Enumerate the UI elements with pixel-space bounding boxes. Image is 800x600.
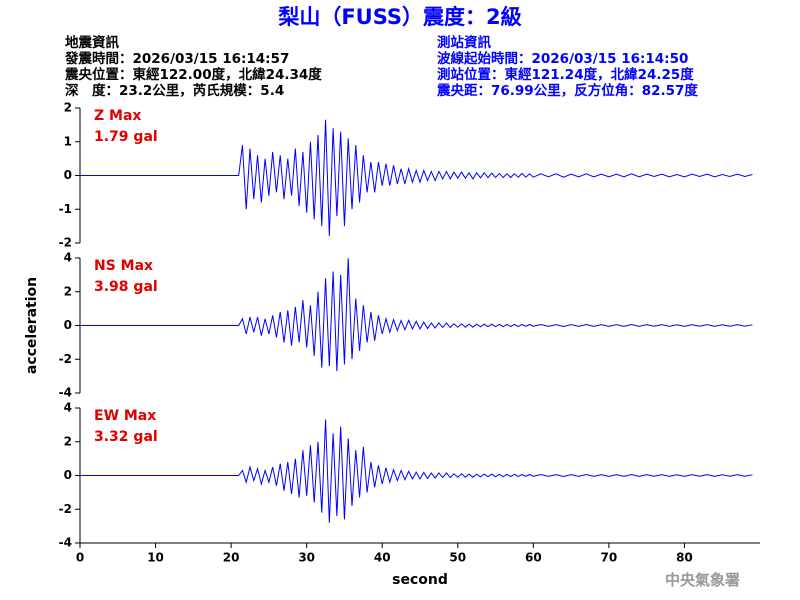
station-info: 波線起始時間：2026/03/15 16:14:50	[437, 50, 688, 67]
max-label: 3.32 gal	[94, 429, 158, 445]
y-tick-label: -4	[59, 536, 72, 550]
station-info: 震央距：76.99公里，反方位角：82.57度	[436, 82, 698, 99]
title: 梨山（FUSS）震度：2級	[278, 5, 521, 29]
x-tick-label: 50	[449, 551, 466, 565]
event-info: 深 度：23.2公里，芮氏規模：5.4	[65, 82, 284, 99]
y-tick-label: -2	[59, 236, 72, 250]
y-tick-label: -2	[59, 352, 72, 366]
x-tick-label: 20	[223, 551, 240, 565]
y-tick-label: 0	[64, 318, 72, 332]
x-tick-label: 30	[298, 551, 315, 565]
x-tick-label: 80	[676, 551, 693, 565]
station-info: 測站位置：東經121.24度，北緯24.25度	[437, 66, 694, 83]
x-axis-label: second	[392, 572, 448, 588]
max-label: 3.98 gal	[94, 279, 158, 295]
y-tick-label: 2	[64, 434, 72, 448]
x-tick-label: 60	[525, 551, 542, 565]
max-label: EW Max	[94, 408, 156, 424]
footer: 中央氣象署	[665, 571, 740, 589]
y-tick-label: 4	[64, 401, 72, 415]
y-tick-label: 2	[64, 284, 72, 298]
max-label: 1.79 gal	[94, 129, 158, 145]
y-tick-label: 2	[64, 101, 72, 115]
max-label: Z Max	[94, 108, 141, 124]
x-tick-label: 0	[76, 551, 84, 565]
x-tick-label: 10	[147, 551, 164, 565]
y-axis-label: acceleration	[24, 277, 40, 374]
x-tick-label: 70	[601, 551, 618, 565]
y-tick-label: -1	[59, 202, 72, 216]
y-tick-label: 1	[64, 134, 72, 148]
waveform	[80, 419, 753, 523]
event-info: 震央位置：東經122.00度，北緯24.34度	[64, 66, 322, 83]
waveform	[80, 119, 753, 236]
event-info: 地震資訊	[65, 34, 119, 51]
event-info: 發震時間：2026/03/15 16:14:57	[64, 50, 289, 67]
max-label: NS Max	[94, 258, 153, 274]
y-tick-label: -2	[59, 502, 72, 516]
y-tick-label: -4	[59, 386, 72, 400]
y-tick-label: 0	[64, 168, 72, 182]
x-tick-label: 40	[374, 551, 391, 565]
waveform	[80, 258, 753, 372]
y-tick-label: 0	[64, 468, 72, 482]
y-tick-label: 4	[64, 251, 72, 265]
station-info: 測站資訊	[437, 34, 491, 51]
